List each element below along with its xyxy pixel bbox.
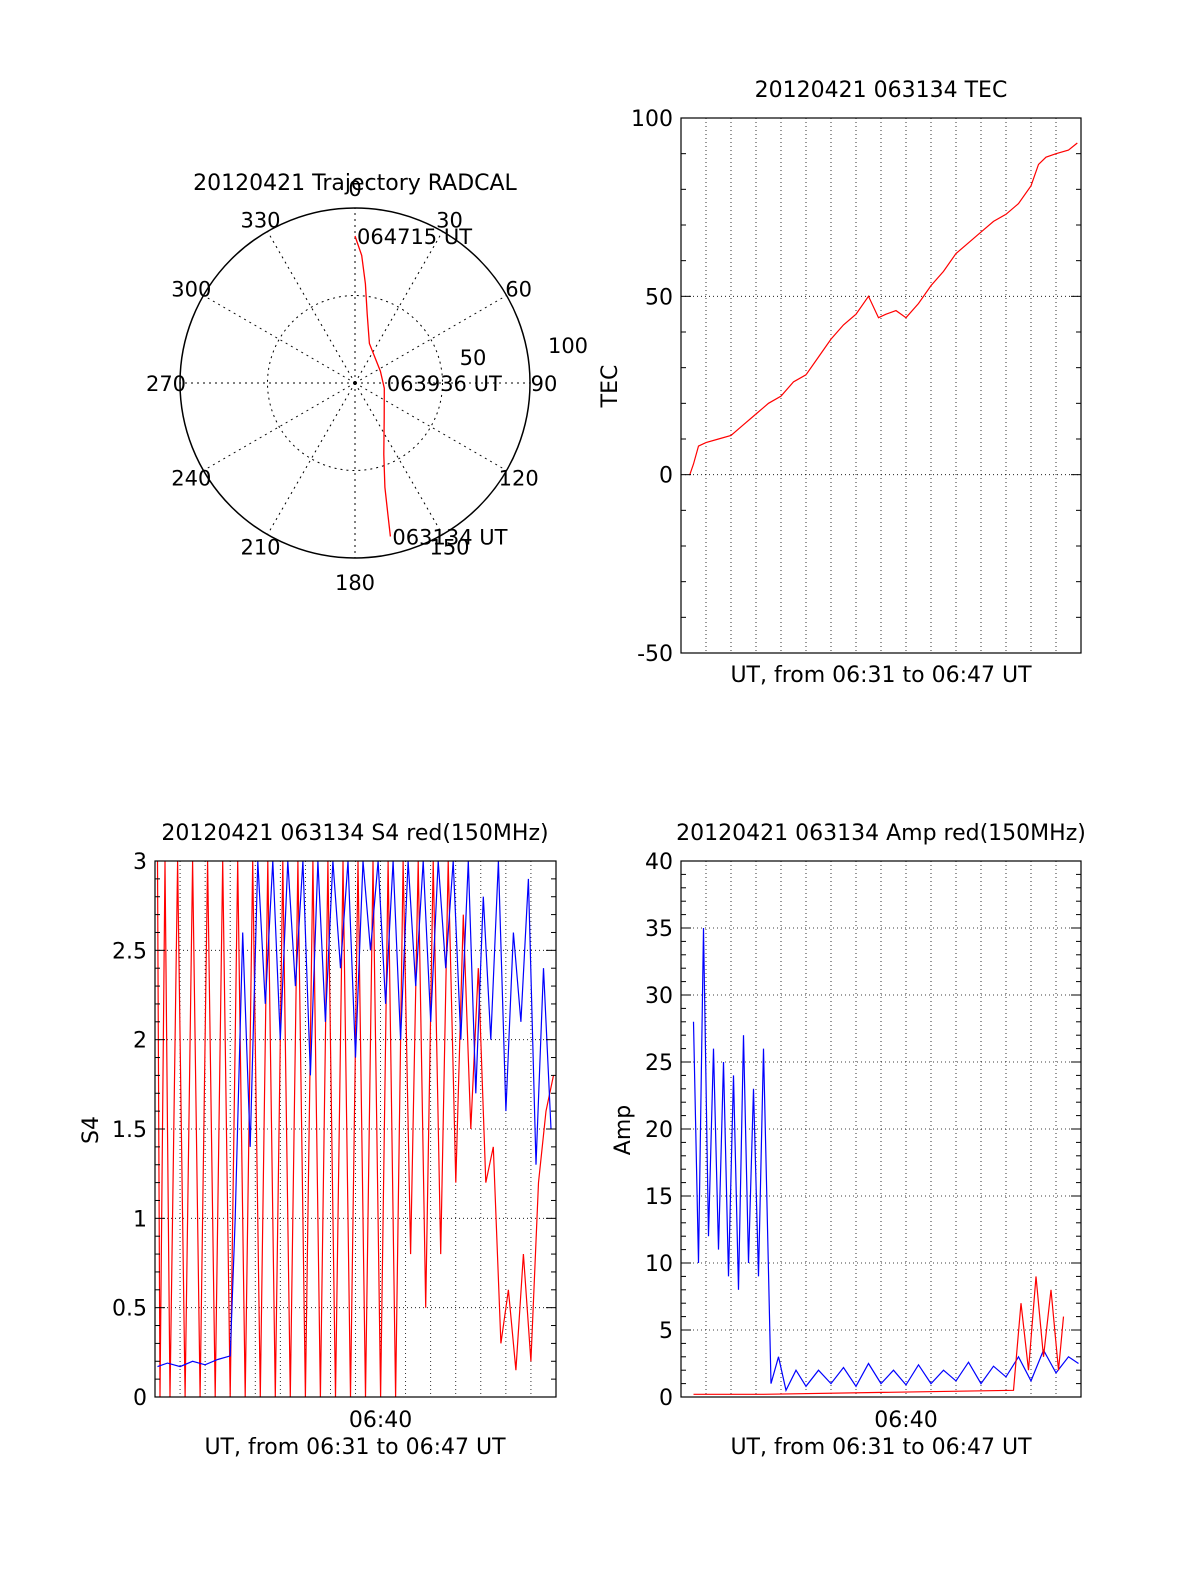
radial-tick-label: 100 [548,334,588,358]
trajectory-series [354,235,392,537]
s4-ylabel: S4 [79,1116,104,1144]
amp-plot: 20120421 063134 Amp red(150MHz) Amp UT, … [611,821,1086,1460]
series-line-blue [157,860,552,1368]
y-tick-label: 0 [133,1386,147,1411]
angle-tick-label: 300 [171,278,211,302]
angle-tick-label: 60 [505,278,532,302]
grid-lines [681,118,1081,653]
angle-tick-label: 30 [436,208,463,232]
y-tick-label: 5 [659,1319,673,1344]
angle-tick-label: 150 [429,536,469,560]
s4-plot: 20120421 063134 S4 red(150MHz) S4 UT, fr… [79,821,557,1460]
angle-tick-label: 180 [335,571,375,595]
trajectory-polar-plot: 20120421 Trajectory RADCAL 0 30 60 90 120 150… [146,171,588,595]
series-line-red [693,1276,1065,1395]
angle-tick-label: 240 [171,467,211,491]
angle-tick-label: 210 [240,536,280,560]
trajectory-annotation: 064715 UT [357,225,472,249]
y-tick-label: 15 [645,1185,673,1210]
tec-xlabel: UT, from 06:31 to 06:47 UT [730,663,1032,688]
trajectory-annotations: 064715 UT 063936 UT 063134 UT [357,225,508,549]
spoke-line [203,382,356,471]
grid-lines [681,861,1081,1397]
tec-ylabel: TEC [598,365,623,409]
angle-tick-label: 270 [146,372,186,396]
inner-circle [267,295,443,471]
series-group [692,927,1079,1395]
x-tick-label: 06:40 [349,1408,412,1433]
angle-tick-label: 330 [240,208,280,232]
angle-tick-label: 120 [499,467,539,491]
amp-ylabel: Amp [611,1105,636,1155]
y-tick-label: 25 [645,1051,673,1076]
x-tick-label: 06:40 [874,1408,937,1433]
plot-frame [680,117,1082,654]
y-tick-label: 20 [645,1118,673,1143]
axis-ticks [155,860,556,1398]
spoke-line [267,231,356,384]
y-tick-label: 30 [645,984,673,1009]
angle-tick-label: 90 [531,372,558,396]
y-tick-label: -50 [637,642,673,667]
y-tick-label: 2.5 [112,939,147,964]
y-tick-label: 10 [645,1252,673,1277]
spoke-line [354,231,443,384]
s4-xlabel: UT, from 06:31 to 06:47 UT [204,1435,506,1460]
y-tick-label: 1 [133,1207,147,1232]
s4-title: 20120421 063134 S4 red(150MHz) [161,821,548,846]
trajectory-annotation: 063936 UT [387,372,502,396]
series-group [689,142,1078,475]
angle-tick-labels: 0 30 60 90 120 150 180 210 240 270 300 330 [146,177,557,595]
y-tick-label: 3 [133,850,147,875]
axis-ticks [681,117,1081,654]
grid-lines [155,861,556,1397]
axis-ticks [681,860,1081,1398]
y-tick-label: 1.5 [112,1118,147,1143]
series-line-blue [692,927,1079,1393]
polar-grid [179,207,531,559]
y-tick-label: 35 [645,917,673,942]
spoke-line [203,295,356,384]
spoke-line [267,382,356,535]
y-tick-label: 0 [659,1386,673,1411]
trajectory-title: 20120421 Trajectory RADCAL [193,171,517,196]
spoke-line [354,382,443,535]
angle-tick-label: 0 [348,177,361,201]
radial-tick-label: 50 [460,346,487,370]
tec-plot: 20120421 063134 TEC TEC UT, from 06:31 t… [598,78,1082,688]
spoke-line [354,382,507,471]
radial-tick-labels: 50 100 [460,334,588,370]
amp-xlabel: UT, from 06:31 to 06:47 UT [730,1435,1032,1460]
tec-title: 20120421 063134 TEC [755,78,1008,103]
spoke-line [354,295,507,384]
y-tick-label: 50 [645,285,673,310]
amp-title: 20120421 063134 Amp red(150MHz) [676,821,1086,846]
trajectory-annotation: 063134 UT [392,525,507,549]
series-line-red [689,142,1078,475]
y-tick-label: 100 [631,107,673,132]
trajectory-line [354,235,392,537]
y-tick-label: 40 [645,850,673,875]
y-tick-label: 0 [659,464,673,489]
y-tick-label: 0.5 [112,1297,147,1322]
y-tick-label: 2 [133,1029,147,1054]
